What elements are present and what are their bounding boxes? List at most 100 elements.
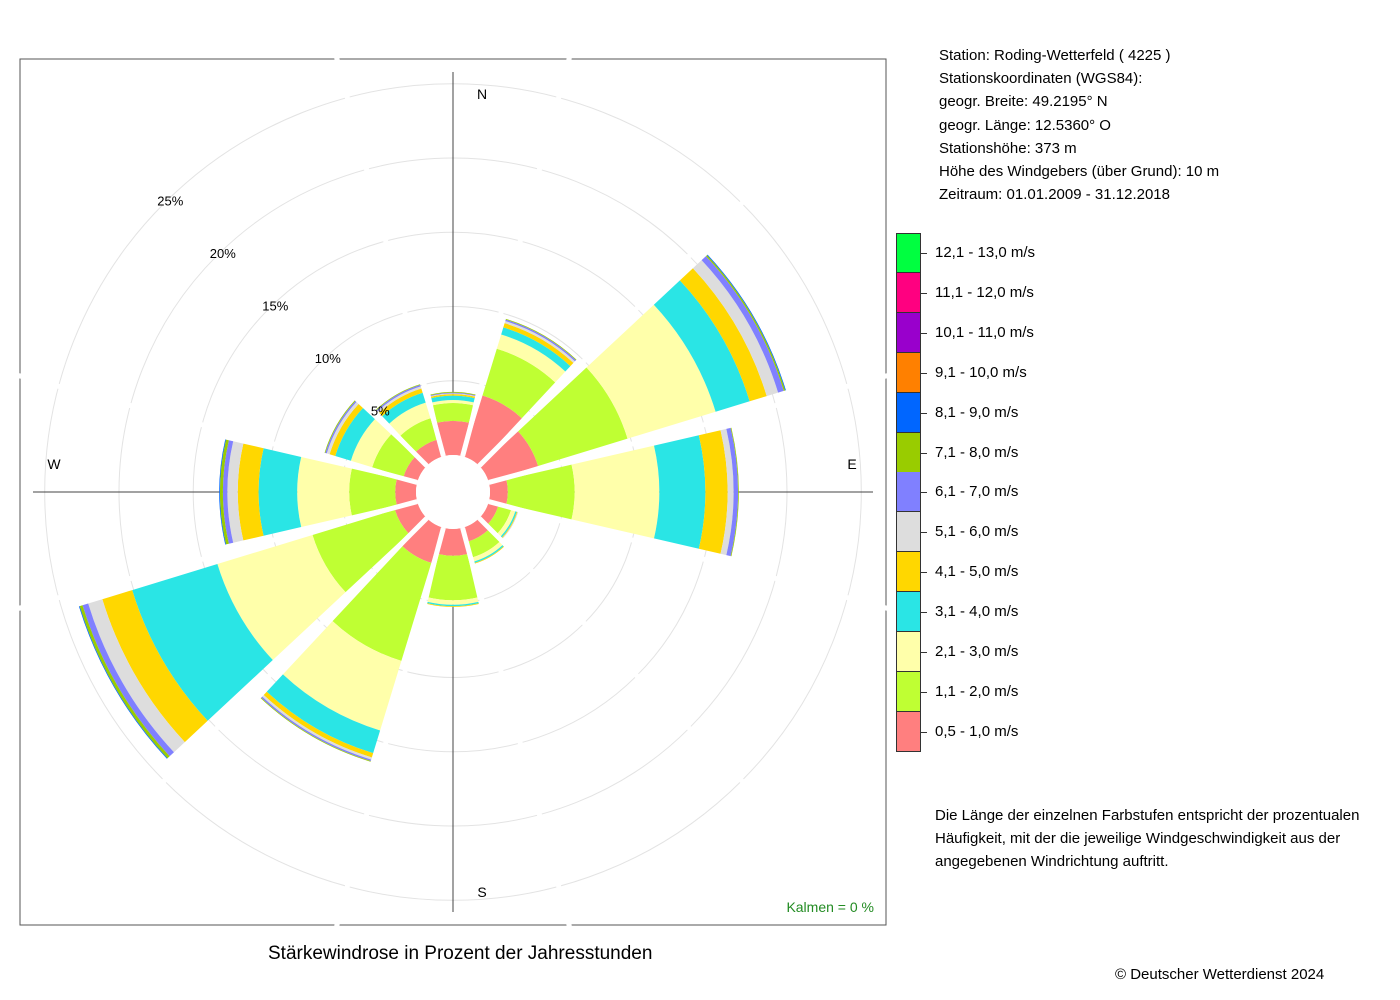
sector-segment (82, 603, 174, 757)
sector-segment (325, 400, 357, 454)
sector-300deg (324, 400, 426, 482)
sector-gap (125, 164, 429, 468)
ring-label: 25% (157, 193, 183, 208)
sector-gap (488, 499, 898, 614)
legend-item: 11,1 - 12,0 m/s (896, 272, 1096, 313)
sector-segment (500, 511, 517, 538)
sector-90deg (489, 427, 739, 557)
legend-item: 10,1 - 11,0 m/s (896, 312, 1096, 353)
chart-labels: N E S W 5% 10% 15% 20% 25% (47, 86, 856, 900)
sector-segment (430, 392, 476, 396)
sector-gap (460, 47, 575, 457)
sector-segment (654, 435, 706, 549)
sector-segment (372, 434, 416, 477)
legend-tick (921, 492, 927, 494)
sector-segment (432, 400, 474, 406)
sector-segment (217, 534, 346, 661)
sector-segment (395, 479, 417, 505)
sector-segment (379, 388, 423, 417)
sector-segment (480, 431, 539, 482)
legend-swatch (896, 312, 921, 353)
sector-gap (477, 164, 781, 468)
legend-tick (921, 372, 927, 374)
legend-label: 1,1 - 2,0 m/s (935, 682, 1019, 700)
sector-segment (720, 428, 734, 556)
sector-gap (488, 370, 898, 485)
legend-swatch (896, 392, 921, 433)
sector-330deg (376, 384, 443, 465)
calm-label: Kalmen = 0 % (786, 899, 874, 915)
station-latitude: geogr. Breite: 49.2195° N (939, 93, 1108, 111)
sector-segment (350, 419, 392, 468)
sector-segment (389, 402, 431, 436)
sector-segment (438, 528, 468, 556)
sector-segment (730, 427, 739, 557)
legend-item: 2,1 - 3,0 m/s (896, 632, 1096, 672)
wind-sectors (8, 47, 898, 937)
sector-segment (222, 440, 234, 544)
legend-swatch (896, 671, 921, 712)
legend-label: 8,1 - 9,0 m/s (935, 403, 1019, 421)
ring-label: 10% (315, 351, 341, 366)
sector-segment (326, 401, 359, 455)
legend-swatch (896, 233, 921, 273)
sector-segment (518, 367, 628, 466)
legend-label: 5,1 - 6,0 m/s (935, 523, 1019, 541)
sector-270deg (219, 439, 417, 545)
sector-segment (653, 280, 750, 412)
legend-tick (921, 292, 927, 294)
inner-hole (416, 455, 490, 529)
legend-label: 0,5 - 1,0 m/s (935, 722, 1019, 740)
sector-segment (692, 260, 779, 397)
sector-30deg (463, 318, 577, 465)
copyright: © Deutscher Wetterdienst 2024 (1115, 966, 1325, 983)
sector-60deg (480, 254, 786, 482)
sector-segment (679, 268, 767, 402)
sector-segment (430, 394, 476, 399)
sector-segment (436, 420, 470, 456)
legend-item: 9,1 - 10,0 m/s (896, 352, 1096, 393)
legend-tick (921, 412, 927, 414)
legend-swatch (896, 432, 921, 473)
legend-label: 12,1 - 13,0 m/s (935, 244, 1036, 261)
legend-swatch (896, 272, 921, 313)
station-coords-title: Stationskoordinaten (WGS84): (939, 70, 1143, 88)
sector-segment (394, 502, 426, 534)
sector-segment (219, 439, 226, 545)
legend-label: 4,1 - 5,0 m/s (935, 563, 1019, 581)
legend-swatch (896, 552, 921, 593)
sector-segment (132, 564, 273, 721)
station-info: Station: Roding-Wetterfeld ( 4225 ) Stat… (939, 44, 1219, 206)
station-name: Station: Roding-Wetterfeld ( 4225 ) (939, 47, 1171, 64)
legend-label: 2,1 - 3,0 m/s (935, 643, 1019, 660)
sector-segment (472, 541, 503, 562)
legend-label: 7,1 - 8,0 m/s (935, 443, 1019, 461)
legend-label: 10,1 - 11,0 m/s (935, 323, 1034, 341)
sector-segment (237, 443, 264, 541)
sector-segment (503, 323, 574, 367)
legend-item: 4,1 - 5,0 m/s (896, 552, 1096, 593)
ring-label: 5% (371, 403, 390, 418)
sector-segment (282, 621, 402, 731)
sensor-height: Höhe des Windgebers (über Grund): 10 m (939, 163, 1220, 181)
sector-segment (430, 393, 476, 397)
legend-item: 3,1 - 4,0 m/s (896, 592, 1096, 633)
legend-tick (921, 612, 927, 614)
legend-tick (921, 691, 927, 693)
ring-label: 15% (262, 298, 288, 313)
sector-segment (468, 529, 500, 558)
legend-swatch (896, 632, 921, 672)
sector-segment (297, 456, 352, 528)
sector-gap (460, 527, 575, 937)
legend-item: 5,1 - 6,0 m/s (896, 512, 1096, 553)
sector-segment (258, 448, 302, 536)
legend-item: 8,1 - 9,0 m/s (896, 392, 1096, 433)
compass-label-E: E (847, 456, 856, 472)
legend-swatch (896, 512, 921, 553)
sector-gap (125, 516, 429, 820)
sector-segment (480, 502, 499, 525)
sector-segment (726, 427, 738, 557)
legend-item: 7,1 - 8,0 m/s (896, 432, 1096, 473)
legend-tick (921, 253, 927, 254)
legend-item: 12,1 - 13,0 m/s (896, 233, 1096, 273)
